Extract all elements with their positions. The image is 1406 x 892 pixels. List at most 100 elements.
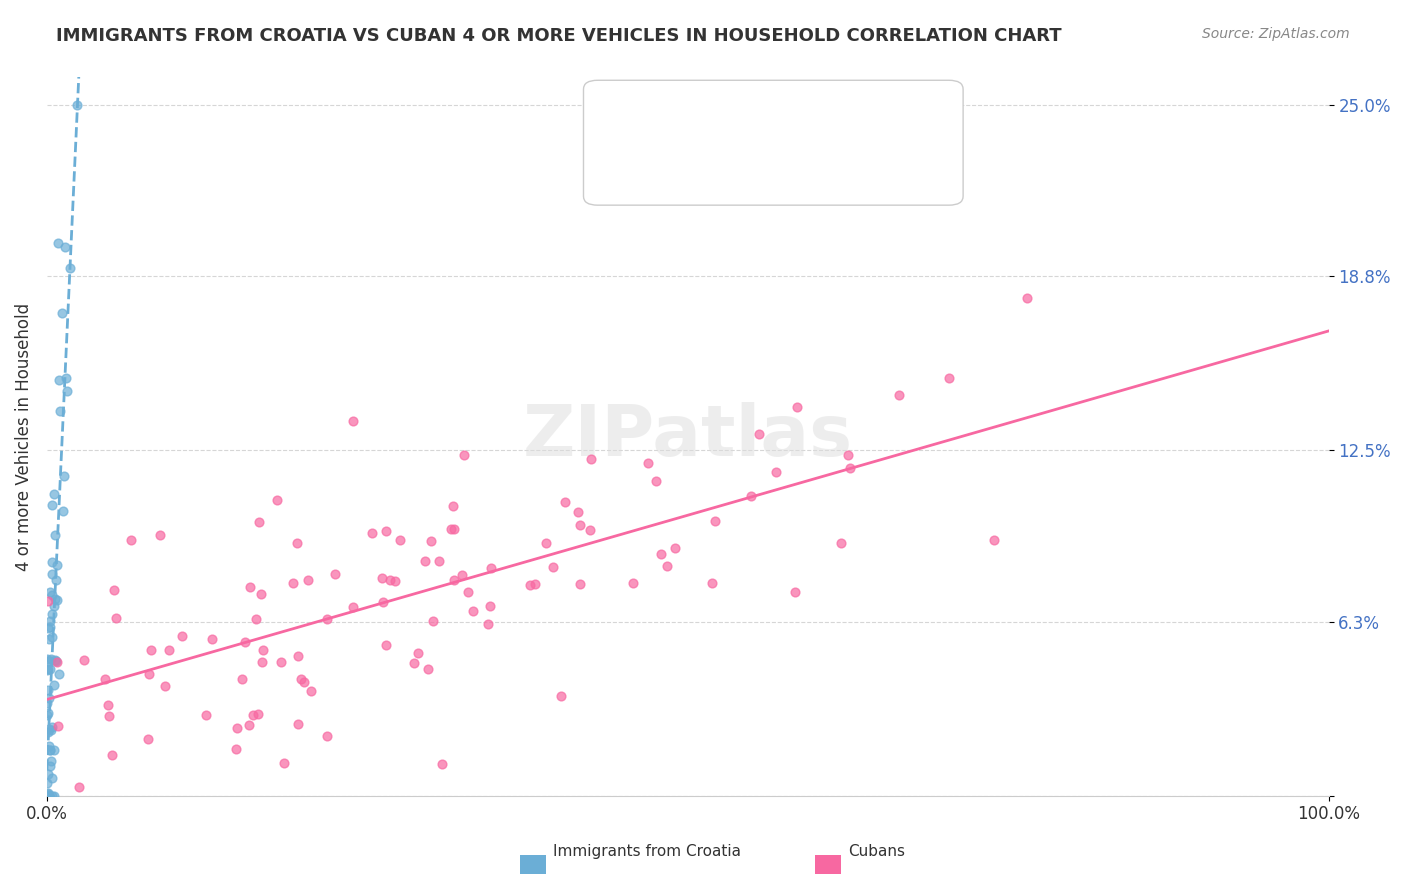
Cubans [299,684,322,698]
Cubans [554,495,576,509]
Cubans [374,524,396,538]
Immigrants from Croatia [46,558,69,572]
Cubans [389,533,412,547]
Cubans [225,741,247,756]
Immigrants from Croatia [39,758,62,772]
Cubans [889,387,911,401]
Immigrants from Croatia [53,469,76,483]
Cubans [519,578,541,592]
Immigrants from Croatia [41,498,63,512]
Immigrants from Croatia [39,620,62,634]
Cubans [153,679,176,693]
Cubans [342,414,364,428]
Immigrants from Croatia [37,683,59,698]
Cubans [245,612,267,626]
Cubans [427,553,450,567]
Cubans [413,554,436,568]
Immigrants from Croatia [41,607,63,622]
Cubans [94,673,117,687]
Text: IMMIGRANTS FROM CROATIA VS CUBAN 4 OR MORE VEHICLES IN HOUSEHOLD CORRELATION CHA: IMMIGRANTS FROM CROATIA VS CUBAN 4 OR MO… [56,27,1062,45]
Cubans [579,451,602,466]
Cubans [416,662,439,676]
Text: R = 0.349   N = 108: R = 0.349 N = 108 [626,156,793,174]
Cubans [579,524,602,538]
Cubans [637,456,659,470]
Cubans [67,780,90,795]
Cubans [838,461,860,475]
Cubans [292,675,315,690]
Immigrants from Croatia [37,621,59,635]
Cubans [938,370,960,384]
Cubans [543,559,565,574]
Cubans [420,534,443,549]
Immigrants from Croatia [38,722,60,736]
Immigrants from Croatia [48,403,70,417]
Immigrants from Croatia [37,651,59,665]
Cubans [830,536,852,550]
Cubans [73,653,96,667]
Cubans [242,708,264,723]
Immigrants from Croatia [55,371,77,385]
Cubans [37,593,59,607]
Cubans [569,518,592,533]
Immigrants from Croatia [38,789,60,803]
Cubans [457,585,479,599]
Immigrants from Croatia [37,789,59,803]
Text: Source: ZipAtlas.com: Source: ZipAtlas.com [1202,27,1350,41]
Cubans [250,587,273,601]
Cubans [361,526,384,541]
Text: Cubans: Cubans [848,845,905,859]
Immigrants from Croatia [53,239,76,253]
Cubans [101,747,124,762]
Cubans [740,489,762,503]
Cubans [703,515,725,529]
Cubans [233,634,256,648]
Immigrants from Croatia [46,593,69,607]
Immigrants from Croatia [41,555,63,569]
Cubans [48,719,70,733]
Immigrants from Croatia [39,652,62,666]
Cubans [477,616,499,631]
Cubans [837,448,859,462]
Immigrants from Croatia [44,789,66,803]
Cubans [323,567,346,582]
Cubans [316,612,339,626]
Immigrants from Croatia [37,789,59,803]
Cubans [287,648,309,663]
Cubans [567,505,589,519]
Immigrants from Croatia [41,771,63,785]
Immigrants from Croatia [39,743,62,757]
Cubans [290,672,312,686]
Immigrants from Croatia [37,789,59,803]
Cubans [664,541,686,555]
Immigrants from Croatia [39,585,62,599]
Immigrants from Croatia [38,690,60,705]
Cubans [748,426,770,441]
Immigrants from Croatia [38,789,60,803]
Cubans [138,666,160,681]
Cubans [231,672,253,686]
Cubans [375,638,398,652]
Immigrants from Croatia [37,706,59,721]
Immigrants from Croatia [42,743,65,757]
Cubans [266,493,288,508]
Cubans [534,536,557,550]
Immigrants from Croatia [41,630,63,644]
Cubans [315,729,337,743]
Cubans [103,582,125,597]
Cubans [568,576,591,591]
Cubans [765,465,787,479]
Immigrants from Croatia [44,653,66,667]
Cubans [384,574,406,588]
Immigrants from Croatia [37,789,59,803]
Cubans [430,757,453,772]
Immigrants from Croatia [46,235,69,250]
Cubans [273,756,295,770]
Cubans [225,721,247,735]
Cubans [342,599,364,614]
Immigrants from Croatia [66,98,89,112]
Cubans [702,576,724,591]
Cubans [650,547,672,561]
Cubans [453,448,475,462]
Immigrants from Croatia [35,708,58,723]
